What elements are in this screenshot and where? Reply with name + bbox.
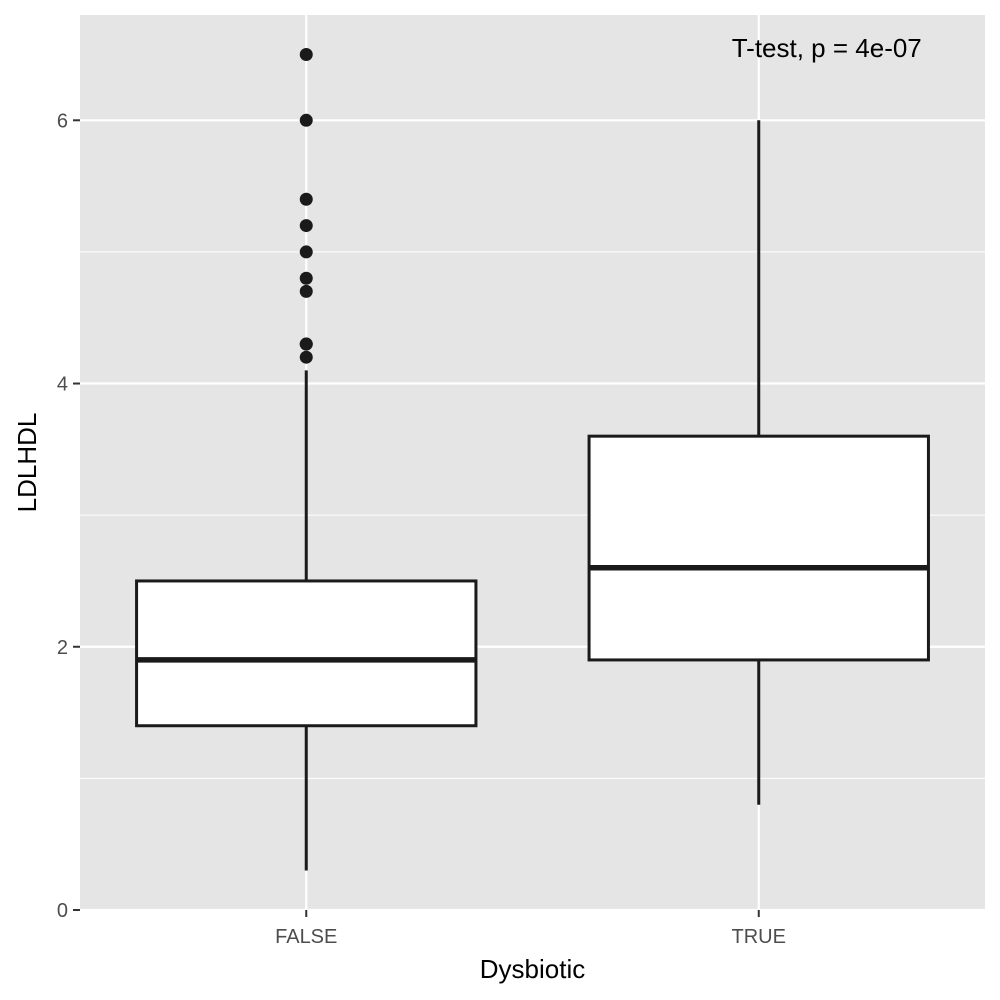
x-tick-label: TRUE [732,926,786,948]
outlier-point [299,271,313,285]
x-axis: FALSE TRUE [275,910,786,948]
outlier-point [299,350,313,364]
y-tick-label: 6 [57,110,68,132]
outlier-point [299,284,313,298]
outlier-point [299,337,313,351]
annotation-text: T-test, p = 4e-07 [732,33,922,63]
box-iqr [135,579,478,728]
y-axis-title: LDLHDL [12,413,42,513]
box-iqr [587,434,930,662]
y-tick-label: 0 [57,900,68,922]
x-axis-title: Dysbiotic [480,954,585,984]
y-tick-label: 2 [57,637,68,659]
y-tick-label: 4 [57,374,68,396]
boxes [135,47,930,871]
outlier-point [299,192,313,206]
outlier-point [299,113,313,127]
outlier-point [299,219,313,233]
box-group-true [587,120,930,805]
box-group-false [135,47,478,871]
outlier-point [299,47,313,61]
x-tick-label: FALSE [275,926,337,948]
y-axis: 0 2 4 6 [57,110,80,922]
outlier-point [299,245,313,259]
